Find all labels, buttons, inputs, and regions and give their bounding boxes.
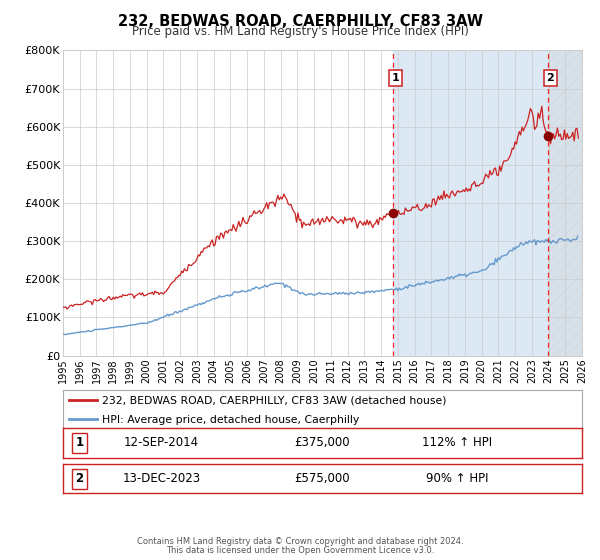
- Text: HPI: Average price, detached house, Caerphilly: HPI: Average price, detached house, Caer…: [102, 415, 359, 425]
- Text: 2: 2: [76, 472, 83, 486]
- Text: Contains HM Land Registry data © Crown copyright and database right 2024.: Contains HM Land Registry data © Crown c…: [137, 538, 463, 547]
- Text: £375,000: £375,000: [295, 436, 350, 450]
- Text: 232, BEDWAS ROAD, CAERPHILLY, CF83 3AW: 232, BEDWAS ROAD, CAERPHILLY, CF83 3AW: [118, 14, 482, 29]
- Text: 1: 1: [391, 73, 399, 83]
- Text: 1: 1: [76, 436, 83, 450]
- Bar: [393, 50, 582, 356]
- Text: 90% ↑ HPI: 90% ↑ HPI: [426, 472, 488, 486]
- Text: £575,000: £575,000: [295, 472, 350, 486]
- Text: 232, BEDWAS ROAD, CAERPHILLY, CF83 3AW (detached house): 232, BEDWAS ROAD, CAERPHILLY, CF83 3AW (…: [102, 396, 446, 406]
- Text: 112% ↑ HPI: 112% ↑ HPI: [422, 436, 493, 450]
- Text: This data is licensed under the Open Government Licence v3.0.: This data is licensed under the Open Gov…: [166, 547, 434, 556]
- Text: 13-DEC-2023: 13-DEC-2023: [122, 472, 200, 486]
- Text: Price paid vs. HM Land Registry's House Price Index (HPI): Price paid vs. HM Land Registry's House …: [131, 25, 469, 38]
- Text: 12-SEP-2014: 12-SEP-2014: [124, 436, 199, 450]
- Text: 2: 2: [547, 73, 554, 83]
- Bar: [548, 50, 582, 356]
